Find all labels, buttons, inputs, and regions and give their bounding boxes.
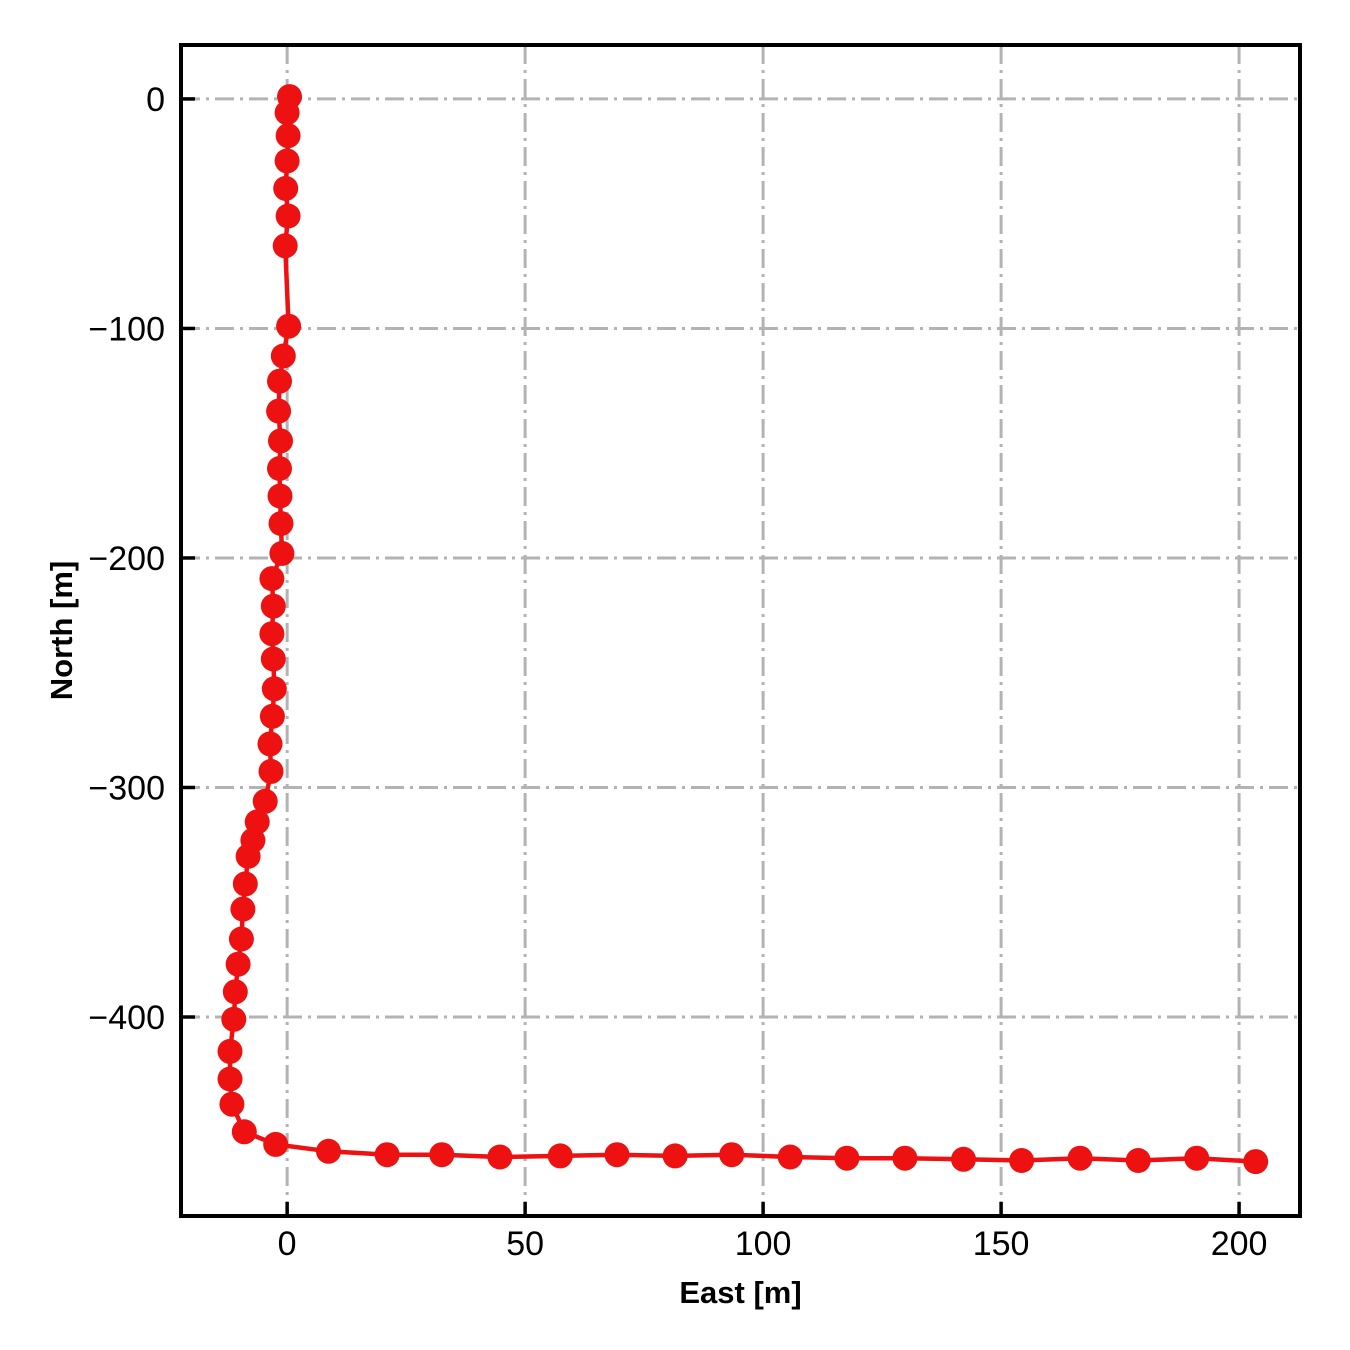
y-axis-tick-label: −400 (88, 999, 165, 1037)
trajectory-point (219, 1091, 245, 1117)
trajectory-point (222, 979, 248, 1005)
axes: 0 50 100 150 200 0 −100 −200 −300 −400 (88, 43, 1302, 1263)
trajectory-point (892, 1145, 918, 1171)
y-axis-tick-label: 0 (146, 81, 165, 119)
x-axis-tick-label: 200 (1211, 1225, 1268, 1263)
trajectory-point (259, 621, 285, 647)
trajectory-point (258, 758, 284, 784)
trajectory-point (228, 926, 254, 952)
trajectory-point (273, 175, 299, 201)
trajectory-point (374, 1142, 400, 1168)
trajectory-point (269, 540, 295, 566)
trajectory-point (231, 1119, 257, 1145)
trajectory-point (266, 398, 292, 424)
y-axis-tick-label: −200 (88, 540, 165, 578)
y-axis-title: North [m] (44, 561, 79, 700)
x-axis-tick-label: 100 (735, 1225, 792, 1263)
trajectory-point (268, 511, 294, 536)
plot-border (179, 43, 1302, 1218)
trajectory-point (1125, 1148, 1151, 1173)
trajectory-point (267, 368, 292, 394)
trajectory-point (1067, 1145, 1093, 1171)
x-axis-title: East [m] (679, 1275, 801, 1310)
y-axis-tick-label: −100 (88, 310, 165, 348)
trajectory-point (547, 1143, 573, 1169)
trajectory-point (777, 1144, 803, 1170)
trajectory-point (217, 1066, 243, 1092)
x-axis-tick-label: 0 (278, 1225, 297, 1263)
trajectory-point (604, 1142, 630, 1168)
trajectory-point (719, 1142, 745, 1168)
trajectory-point (260, 593, 286, 619)
trajectory-point (259, 703, 285, 729)
trajectory-point (230, 896, 256, 922)
trajectory-point (1009, 1148, 1035, 1173)
trajectory-point (252, 788, 278, 814)
trajectory-point (274, 148, 300, 174)
trajectory-point (261, 676, 287, 702)
trajectory-point (217, 1038, 243, 1064)
trajectory-point (268, 428, 293, 454)
trajectory-point (225, 951, 251, 977)
trajectory-point (259, 566, 285, 592)
trajectory-point (272, 233, 298, 259)
gridlines (181, 45, 1300, 1216)
x-axis-tick-label: 150 (973, 1225, 1030, 1263)
trajectory-series (217, 84, 1269, 1175)
trajectory-point (263, 1131, 289, 1157)
trajectory-line (227, 94, 1258, 1164)
trajectory-point (275, 203, 301, 229)
trajectory-point (275, 123, 301, 149)
trajectory-point (429, 1142, 455, 1168)
trajectory-point (1243, 1149, 1269, 1175)
trajectory-point (257, 731, 283, 757)
trajectory-point (260, 646, 286, 672)
trajectory-point (274, 100, 300, 126)
trajectory-point (270, 343, 296, 369)
x-axis-tick-label: 50 (506, 1225, 544, 1263)
trajectory-point (662, 1143, 688, 1169)
trajectory-point (487, 1144, 513, 1170)
y-axis-tick-label: −300 (88, 769, 165, 807)
trajectory-point (267, 483, 293, 509)
trajectory-point (834, 1145, 860, 1171)
trajectory-point (235, 843, 261, 869)
trajectory-point (267, 456, 292, 481)
trajectory-point (951, 1146, 976, 1172)
trajectory-point (276, 313, 302, 339)
trajectory-point (221, 1006, 247, 1032)
trajectory-point (316, 1138, 341, 1164)
trajectory-point (232, 871, 258, 897)
trajectory-point (1184, 1145, 1210, 1171)
